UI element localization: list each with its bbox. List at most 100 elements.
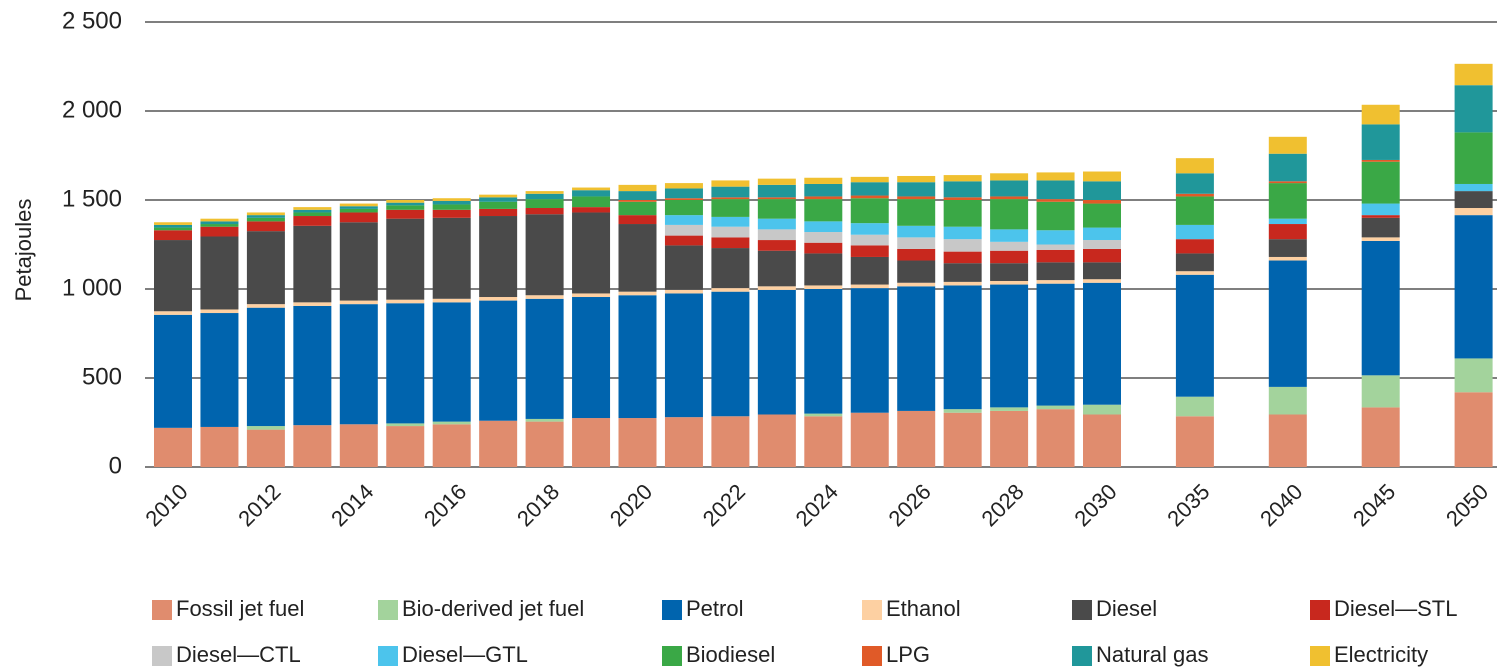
bar-segment [1454, 85, 1493, 133]
x-tick-label: 2045 [1348, 479, 1400, 531]
bar-segment [1268, 183, 1307, 219]
legend-label: Bio-derived jet fuel [402, 596, 584, 621]
bar-segment [386, 200, 425, 203]
bar-segment [525, 208, 564, 215]
legend-swatch [1310, 646, 1330, 666]
bar-segment [154, 311, 192, 315]
x-tick-label: 2040 [1255, 479, 1307, 531]
bar-segment [1268, 414, 1307, 467]
bar-segment [1268, 136, 1307, 154]
bar-segment [1361, 203, 1400, 216]
legend-swatch [378, 646, 398, 666]
bar-segment [990, 410, 1029, 467]
bar-segment [479, 300, 518, 421]
bar-segment [1268, 181, 1307, 184]
bar-segment [525, 191, 564, 194]
bar-segment [1268, 260, 1307, 387]
bar-segment [1083, 240, 1121, 249]
bar-segment [1083, 282, 1121, 405]
bar-segment [757, 218, 796, 230]
x-tick-label: 2016 [419, 479, 471, 531]
legend-swatch [862, 646, 882, 666]
bar-segment [246, 426, 285, 430]
bar-segment [432, 200, 471, 205]
bar-segment [618, 201, 657, 216]
bar-segment [1268, 386, 1307, 415]
bar-segment [432, 204, 471, 210]
bar-segment [1454, 358, 1493, 393]
bar-segment [200, 236, 239, 310]
bar-segment [850, 234, 889, 246]
bar-segment [943, 197, 982, 200]
bar-segment [339, 212, 378, 223]
bar-segment [711, 416, 750, 467]
bar-segment [1175, 224, 1214, 240]
bar-segment [1036, 172, 1075, 181]
bar-segment [432, 217, 471, 299]
x-tick-label: 2014 [326, 479, 378, 531]
bar-segment [850, 256, 889, 285]
bar-segment [200, 426, 239, 467]
bar-segment [850, 284, 889, 289]
bar-segment [618, 215, 657, 225]
bar-segment [1361, 375, 1400, 408]
bar-segment [804, 289, 843, 414]
bar-segment [572, 297, 611, 419]
bar-segment [711, 186, 750, 198]
bar-segment [711, 226, 750, 238]
legend-swatch [1072, 600, 1092, 620]
bar-segment [386, 303, 425, 424]
bar-segment [246, 212, 285, 216]
bar-segment [1175, 274, 1214, 397]
bar-segment [757, 199, 796, 219]
y-axis-label: Petajoules [11, 199, 36, 302]
bar-segment [154, 240, 192, 312]
bar-segment [664, 200, 703, 216]
bar-segment [1454, 183, 1493, 192]
legend-item: Electricity [1310, 642, 1428, 667]
bar-segment [850, 288, 889, 413]
x-tick-label: 2030 [1069, 479, 1121, 531]
legend-item: Fossil jet fuel [152, 596, 304, 621]
bar-segment [990, 180, 1029, 197]
bar-segment [386, 423, 425, 427]
bar-segment [1036, 201, 1075, 231]
bar-segment [200, 309, 239, 314]
bar-segment [386, 426, 425, 467]
bar-segment [1454, 208, 1493, 216]
bar-segment [339, 203, 378, 207]
bar-segment [711, 197, 750, 200]
bar-segment [943, 200, 982, 227]
y-tick-label: 2 500 [62, 7, 122, 34]
bar-segment [1361, 104, 1400, 125]
bar-segment [479, 201, 518, 209]
bar-segment [757, 286, 796, 290]
legend-item: Diesel—GTL [378, 642, 528, 667]
bar-segment [618, 200, 657, 202]
bar-segment [943, 263, 982, 282]
legend-label: LPG [886, 642, 930, 667]
bar-segment [1361, 161, 1400, 204]
bar-segment [804, 199, 843, 222]
x-tick-label: 2026 [884, 479, 936, 531]
bar-segment [1036, 244, 1075, 250]
legend-label: Biodiesel [686, 642, 775, 667]
bar-segment [293, 207, 332, 210]
x-tick-label: 2020 [605, 479, 657, 531]
bar-segment [246, 215, 285, 218]
bar-segment [943, 239, 982, 252]
legend-item: Diesel [1072, 596, 1157, 621]
bar-segment [293, 212, 332, 217]
bar-segment [386, 202, 425, 206]
bar-segment [664, 215, 703, 225]
bar-segment [200, 313, 239, 427]
bar-segment [339, 208, 378, 213]
bar-segment [711, 180, 750, 187]
bar-segment [711, 248, 750, 289]
bar-segment [154, 224, 192, 228]
x-tick-label: 2022 [698, 479, 750, 531]
bar-segment [990, 263, 1029, 281]
bar-segment [479, 194, 518, 198]
bar-segment [990, 284, 1029, 408]
bar-segment [525, 421, 564, 467]
